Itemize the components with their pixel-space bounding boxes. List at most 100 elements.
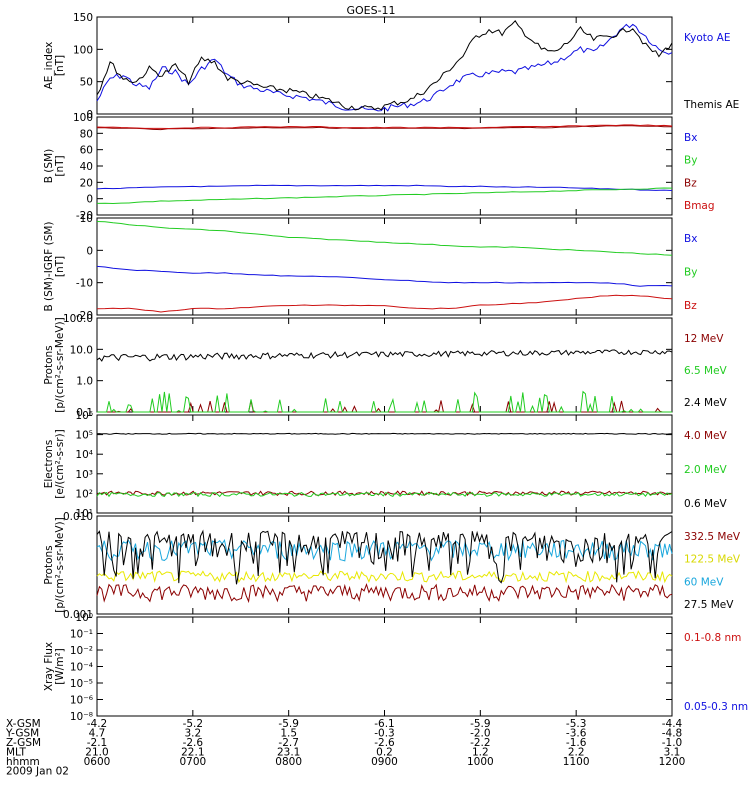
y-tick-label: 150 <box>73 12 93 24</box>
footer-row-label: Y-GSM <box>5 728 39 740</box>
footer-row-label: MLT <box>6 747 26 759</box>
y-tick-label: 0.010 <box>63 511 93 523</box>
y-tick-label: -20 <box>76 210 93 222</box>
footer-row-label: 2009 Jan 02 <box>6 766 69 778</box>
y-tick-label: 0 <box>86 245 93 257</box>
legend-label: 60 MeV <box>684 576 724 588</box>
footer-value: -2.6 <box>374 737 395 749</box>
series-line-60-mev <box>96 539 673 562</box>
y-axis-label: [nT] <box>54 55 66 76</box>
legend-label: Bmag <box>684 200 715 212</box>
footer-value: 0700 <box>179 756 206 768</box>
panel-frame <box>96 616 673 717</box>
y-tick-label: 0.1 <box>76 407 93 419</box>
y-axis-label: Xray Flux <box>43 642 55 691</box>
y-axis-label: AE_index <box>43 42 55 90</box>
plot-title: GOES-11 <box>346 4 395 17</box>
footer-value: 1.5 <box>280 728 297 740</box>
y-tick-label: 10⁻⁴ <box>70 662 93 674</box>
y-tick-label: -10 <box>76 278 93 290</box>
footer-value: -4.4 <box>662 718 683 730</box>
legend-label: By <box>684 155 697 167</box>
legend-label: Bz <box>684 177 697 189</box>
legend-label: 0.6 MeV <box>684 498 728 510</box>
y-tick-label: -20 <box>76 310 93 322</box>
series-line-by <box>96 187 673 205</box>
y-tick-label: 10² <box>75 488 93 500</box>
series-line-122-5-mev <box>96 570 673 584</box>
legend-label: 2.0 MeV <box>684 464 728 476</box>
y-tick-label: 10¹ <box>75 508 93 520</box>
y-axis-label: [nT] <box>54 155 66 176</box>
footer-value: 4.7 <box>89 728 106 740</box>
footer-value: -3.6 <box>566 728 587 740</box>
footer-value: 23.1 <box>277 747 300 759</box>
footer-value: -5.9 <box>278 718 299 730</box>
legend-label: 27.5 MeV <box>684 599 734 611</box>
legend-label: 122.5 MeV <box>684 554 741 566</box>
footer-value: 1100 <box>563 756 590 768</box>
y-tick-label: 0 <box>86 194 93 206</box>
series-line-bx <box>96 265 673 287</box>
y-axis-label: Electrons <box>43 440 55 489</box>
y-tick-label: 10⁻⁶ <box>70 695 93 707</box>
series-line-bz <box>96 294 673 313</box>
panel-frame <box>96 16 673 115</box>
footer-value: -4.8 <box>662 728 683 740</box>
footer-value: -2.2 <box>470 737 491 749</box>
y-axis-label: Protons <box>43 345 55 384</box>
legend-label: 332.5 MeV <box>684 531 741 543</box>
legend-label: Bx <box>684 132 697 144</box>
series-line-2-0-mev <box>96 491 673 498</box>
footer-value: 0600 <box>84 756 111 768</box>
y-tick-label: 100 <box>73 44 93 56</box>
footer-value: 22.1 <box>181 747 204 759</box>
footer-value: -2.1 <box>87 737 108 749</box>
series-line-bmag <box>96 124 673 130</box>
y-tick-label: 80 <box>80 128 93 140</box>
footer-row-label: X-GSM <box>6 718 41 730</box>
y-tick-label: 10⁻² <box>70 645 93 657</box>
legend-label: 12 MeV <box>684 333 724 345</box>
footer-value: -1.6 <box>566 737 587 749</box>
y-tick-label: 10⁶ <box>75 410 93 422</box>
y-tick-label: 50 <box>80 77 93 89</box>
panel-frame <box>96 515 673 615</box>
y-tick-label: 100.0 <box>63 313 93 325</box>
y-tick-label: 1.0 <box>76 376 93 388</box>
footer-value: 0.2 <box>376 747 393 759</box>
legend-label: Themis AE <box>683 99 739 111</box>
series-line-27-5-mev <box>96 529 673 585</box>
y-tick-label: 10 <box>80 213 93 225</box>
y-tick-label: 10⁵ <box>75 430 93 442</box>
footer-row-label: Z-GSM <box>6 737 41 749</box>
footer-value: -2.7 <box>278 737 299 749</box>
y-tick-label: 10⁰ <box>75 612 93 624</box>
y-axis-label: B (SM) <box>43 149 55 183</box>
series-line-0-6-mev <box>96 432 673 435</box>
panel-1: 0 50 100 150 AE_index [nT] Kyoto AE Themis AE <box>43 12 739 121</box>
footer-value: -4.2 <box>87 718 108 730</box>
footer-value: 3.1 <box>664 747 681 759</box>
legend-label: 0.05-0.3 nm <box>684 701 748 713</box>
footer-row-label: hhmm <box>6 756 40 768</box>
footer-value: -1.0 <box>662 737 683 749</box>
footer-value: -5.2 <box>183 718 204 730</box>
series-line-2-4-mev <box>96 349 673 362</box>
y-tick-label: 10³ <box>75 469 93 481</box>
y-tick-label: 0 <box>86 109 93 121</box>
y-tick-label: 10⁻⁵ <box>70 678 93 690</box>
y-axis-label: [nT] <box>54 256 66 277</box>
footer-value: 3.2 <box>184 728 201 740</box>
footer-value: 21.0 <box>85 747 108 759</box>
y-tick-label: 20 <box>80 177 93 189</box>
legend-label: 2.4 MeV <box>684 397 728 409</box>
footer-value: 0800 <box>275 756 302 768</box>
panel-7: 10⁻⁸ 10⁻⁶ 10⁻⁵ 10⁻⁴ 10⁻² 10⁻¹ 10⁰ Xray Flux [W/m… <box>43 612 748 723</box>
panel-6: 0.001 0.010 Protons [p/(cm²-s-sr-MeV)] 332.5… <box>43 511 741 621</box>
panel-frame <box>96 414 673 514</box>
footer-value: 1.2 <box>472 747 489 759</box>
footer-value: -2.0 <box>470 728 491 740</box>
series-line-bx <box>96 184 673 191</box>
